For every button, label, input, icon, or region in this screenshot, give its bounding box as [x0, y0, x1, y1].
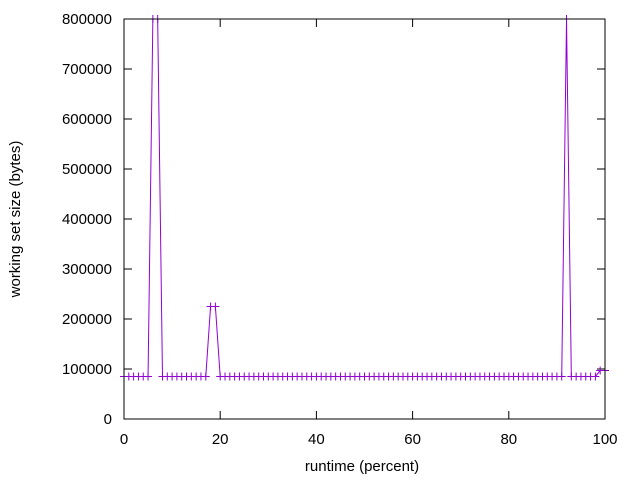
x-tick-label: 60: [404, 431, 421, 448]
data-point: [144, 372, 153, 381]
y-tick-label: 600000: [62, 111, 112, 128]
y-tick-label: 500000: [62, 161, 112, 178]
plot-frame: [123, 18, 606, 420]
y-axis-ticks: 0 100000 200000 300000 400000 500000 600000 700…: [62, 11, 605, 428]
y-tick-label: 400000: [62, 211, 112, 228]
y-tick-label: 300000: [62, 261, 112, 278]
y-tick-label: 700000: [62, 61, 112, 78]
data-point: [211, 302, 220, 311]
y-tick-label: 0: [104, 411, 112, 428]
series-layer: [120, 15, 609, 381]
data-point: [591, 372, 600, 381]
x-axis-ticks: 0 20 40 60 80 100: [120, 19, 618, 448]
x-tick-label: 40: [308, 431, 325, 448]
x-tick-label: 80: [500, 431, 517, 448]
y-axis-title: working set size (bytes): [7, 141, 24, 299]
x-axis-title: runtime (percent): [305, 458, 419, 475]
x-tick-label: 100: [592, 431, 617, 448]
series-line: [124, 18, 605, 377]
y-tick-label: 200000: [62, 311, 112, 328]
data-point: [557, 372, 566, 381]
y-tick-label: 800000: [62, 11, 112, 28]
x-tick-label: 0: [120, 431, 128, 448]
y-tick-label: 100000: [62, 361, 112, 378]
x-tick-label: 20: [212, 431, 229, 448]
data-point: [201, 372, 210, 381]
